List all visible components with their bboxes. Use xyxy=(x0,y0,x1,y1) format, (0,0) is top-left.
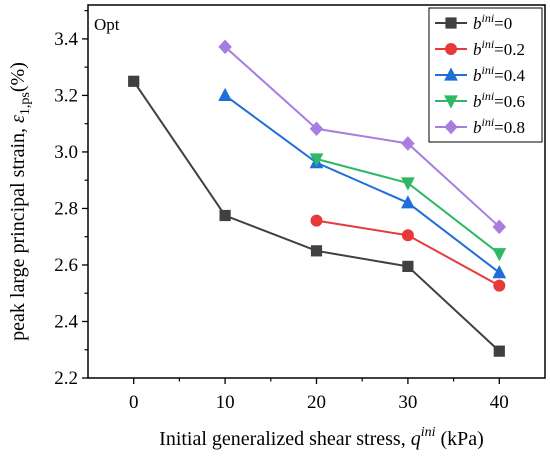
data-point-triangle-up xyxy=(218,87,232,102)
data-point-triangle-up xyxy=(444,67,458,81)
y-tick-label: 2.6 xyxy=(54,255,78,276)
data-point-diamond xyxy=(401,136,415,151)
series-line xyxy=(224,94,500,274)
legend-item: bini=0.6 xyxy=(435,89,525,111)
y-tick-label: 3.2 xyxy=(54,85,78,106)
legend-item: bini=0 xyxy=(435,11,512,33)
data-point-square xyxy=(128,75,140,87)
data-point-triangle-up xyxy=(401,195,415,209)
legend-item: bini=0.2 xyxy=(435,37,525,59)
series xyxy=(128,75,505,357)
data-point-square xyxy=(445,17,457,29)
data-point-circle xyxy=(310,214,323,227)
data-point-square xyxy=(219,209,231,222)
x-axis-title: Initial generalized shear stress, qini (… xyxy=(159,425,484,450)
axis-ticks xyxy=(82,10,500,384)
y-axis-title: peak large principal strain, ε1,ps(%) xyxy=(7,62,33,341)
series xyxy=(310,214,506,292)
legend: bini=0 bini=0.2 bini=0.4 bini=0.6 bini=0.8 xyxy=(428,7,543,143)
data-point-triangle-down xyxy=(401,177,415,191)
data-point-diamond xyxy=(444,119,458,135)
data-point-diamond xyxy=(218,39,232,55)
data-point-circle xyxy=(401,229,414,242)
y-tick-label: 2.8 xyxy=(54,198,78,219)
data-point-circle xyxy=(493,279,506,292)
data-point-diamond xyxy=(309,121,324,137)
y-tick-label: 3.0 xyxy=(54,142,78,163)
x-tick-label: 20 xyxy=(307,392,326,413)
y-tick-label: 2.4 xyxy=(54,311,78,332)
series xyxy=(309,153,507,262)
data-point-triangle-down xyxy=(492,248,507,262)
data-point-square xyxy=(493,345,505,357)
legend-label: bini=0.4 xyxy=(473,63,526,85)
x-tick-label: 40 xyxy=(490,392,509,413)
y-tick-label: 3.4 xyxy=(54,29,78,50)
data-point-triangle-down xyxy=(444,95,458,109)
panel-label: Opt xyxy=(94,15,120,34)
x-tick-labels: 0 10 20 30 40 xyxy=(129,392,509,413)
series-layer xyxy=(128,39,507,357)
series xyxy=(218,39,507,235)
legend-item: bini=0.4 xyxy=(435,63,526,85)
x-tick-label: 30 xyxy=(398,392,417,413)
data-point-square xyxy=(402,260,414,272)
legend-label: bini=0.2 xyxy=(473,37,525,59)
data-point-triangle-up xyxy=(492,265,507,279)
data-point-diamond xyxy=(492,219,507,235)
series-line xyxy=(224,46,500,228)
y-tick-labels: 2.2 2.4 2.6 2.8 3.0 3.2 3.4 xyxy=(54,29,78,389)
y-tick-label: 2.2 xyxy=(54,368,78,389)
x-tick-label: 10 xyxy=(216,392,235,413)
legend-label: bini=0 xyxy=(473,11,512,33)
x-tick-label: 0 xyxy=(129,392,139,413)
legend-item: bini=0.8 xyxy=(435,115,525,137)
data-point-square xyxy=(310,245,323,257)
data-point-triangle-down xyxy=(309,153,324,167)
legend-label: bini=0.6 xyxy=(473,89,525,111)
data-point-circle xyxy=(444,43,457,56)
legend-label: bini=0.8 xyxy=(473,115,525,137)
